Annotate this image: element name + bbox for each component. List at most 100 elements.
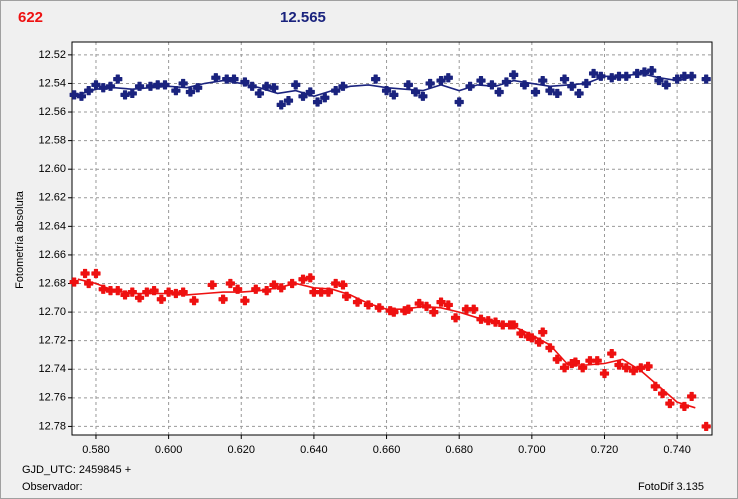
point <box>519 80 530 90</box>
point <box>309 287 319 297</box>
point <box>498 320 508 330</box>
point <box>672 74 682 84</box>
point <box>570 357 581 367</box>
point <box>581 78 591 89</box>
point <box>614 71 624 81</box>
footer-gjd: GJD_UTC: 2459845 + <box>22 464 131 476</box>
point <box>76 91 87 101</box>
point <box>454 97 464 107</box>
point <box>142 287 152 297</box>
point <box>298 91 308 101</box>
x-tick-label: 0.700 <box>518 444 546 456</box>
point <box>567 81 577 91</box>
point <box>80 268 90 279</box>
point <box>490 317 501 327</box>
point <box>298 274 308 284</box>
point <box>574 88 584 99</box>
point <box>247 81 257 91</box>
point <box>599 368 610 379</box>
point <box>530 87 541 97</box>
x-tick-label: 0.740 <box>663 444 691 456</box>
point <box>607 73 617 83</box>
y-tick-label: 12.76 <box>38 392 66 404</box>
y-tick-label: 12.74 <box>38 363 66 375</box>
point <box>262 286 272 296</box>
point <box>276 100 286 110</box>
point <box>607 348 617 359</box>
point <box>269 83 279 93</box>
point <box>120 290 130 300</box>
point <box>596 71 606 81</box>
point <box>189 296 199 306</box>
point <box>552 88 562 99</box>
point <box>291 80 301 90</box>
x-tick-label: 0.660 <box>373 444 401 456</box>
y-tick-label: 12.60 <box>38 163 66 175</box>
point <box>592 356 602 366</box>
point <box>650 381 660 392</box>
point <box>559 363 570 373</box>
point <box>185 87 196 97</box>
point <box>621 71 631 81</box>
point <box>545 85 555 96</box>
point <box>552 354 562 364</box>
point <box>352 297 363 307</box>
header-center: 12.565 <box>280 9 326 26</box>
point <box>403 80 413 90</box>
point <box>156 294 166 304</box>
point <box>476 75 486 86</box>
point <box>164 287 174 297</box>
plot-area <box>72 42 712 435</box>
point <box>654 75 664 86</box>
point <box>559 74 570 84</box>
footer-software: FotoDif 3.135 <box>638 481 704 493</box>
point <box>269 280 279 290</box>
point <box>363 300 373 310</box>
point <box>632 68 642 79</box>
point <box>171 288 181 299</box>
y-tick-label: 12.62 <box>38 192 66 204</box>
point <box>374 303 384 313</box>
x-tick-label: 0.580 <box>82 444 110 456</box>
header-left: 622 <box>18 9 43 26</box>
point <box>153 80 163 90</box>
point <box>476 314 486 324</box>
point <box>211 73 221 83</box>
point <box>403 304 413 314</box>
point <box>389 307 399 317</box>
point <box>305 87 315 97</box>
plot-border <box>71 41 713 436</box>
point <box>305 273 315 283</box>
point <box>127 287 137 297</box>
point <box>127 88 137 99</box>
point <box>621 363 631 373</box>
point <box>509 70 519 80</box>
point <box>338 81 348 91</box>
point <box>450 313 461 323</box>
x-tick-label: 0.600 <box>155 444 183 456</box>
point <box>218 294 228 304</box>
point <box>443 300 453 310</box>
point <box>84 85 94 96</box>
point <box>98 83 108 93</box>
point <box>331 278 341 289</box>
point <box>679 71 689 81</box>
point <box>516 328 526 339</box>
point <box>134 81 145 91</box>
point <box>425 78 435 89</box>
y-tick-label: 12.64 <box>38 220 66 232</box>
point <box>240 77 250 87</box>
point <box>233 284 243 294</box>
point <box>113 74 123 84</box>
y-tick-label: 12.70 <box>38 306 66 318</box>
point <box>628 366 639 376</box>
point <box>687 71 697 81</box>
point <box>679 401 689 412</box>
point <box>614 360 624 370</box>
point <box>240 296 250 306</box>
point <box>193 83 203 93</box>
point <box>323 287 334 297</box>
point <box>229 74 239 84</box>
point <box>578 363 588 373</box>
